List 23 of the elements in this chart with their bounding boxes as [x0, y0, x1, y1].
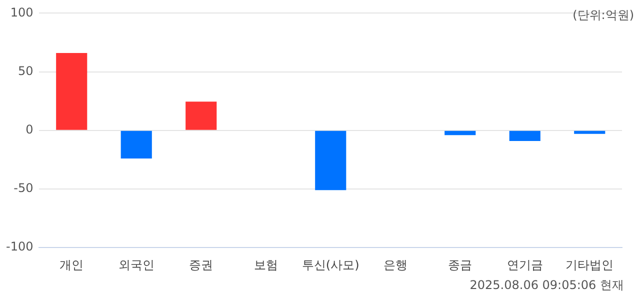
- x-tick-label: 보험: [254, 258, 278, 272]
- y-tick-label: 0: [26, 122, 34, 137]
- x-tick-label: 기타법인: [566, 258, 614, 272]
- x-tick-label: 증권: [189, 258, 214, 272]
- text: 2025.08.06 09:05:06 현재: [470, 278, 624, 292]
- bar: [120, 130, 152, 159]
- x-tick-label: 은행: [383, 258, 408, 272]
- bar: [444, 130, 476, 136]
- bar: [574, 130, 606, 134]
- y-tick-label: -50: [14, 181, 34, 196]
- x-tick-label: 종금: [448, 258, 472, 272]
- y-tick-label: 50: [18, 64, 34, 78]
- annotation: (단위:억원): [572, 8, 634, 22]
- y-tick-label: -100: [6, 240, 34, 254]
- bar: [56, 53, 88, 130]
- y-tick-label: 100: [10, 5, 34, 20]
- x-tick-label: 외국인: [118, 258, 154, 272]
- bar: [186, 102, 217, 130]
- x-tick-label: 연기금: [506, 258, 543, 272]
- x-tick-label: 개인: [60, 258, 84, 272]
- bar: [509, 130, 540, 141]
- bar: [315, 130, 346, 190]
- x-tick-label: 투신(사모): [302, 258, 360, 272]
